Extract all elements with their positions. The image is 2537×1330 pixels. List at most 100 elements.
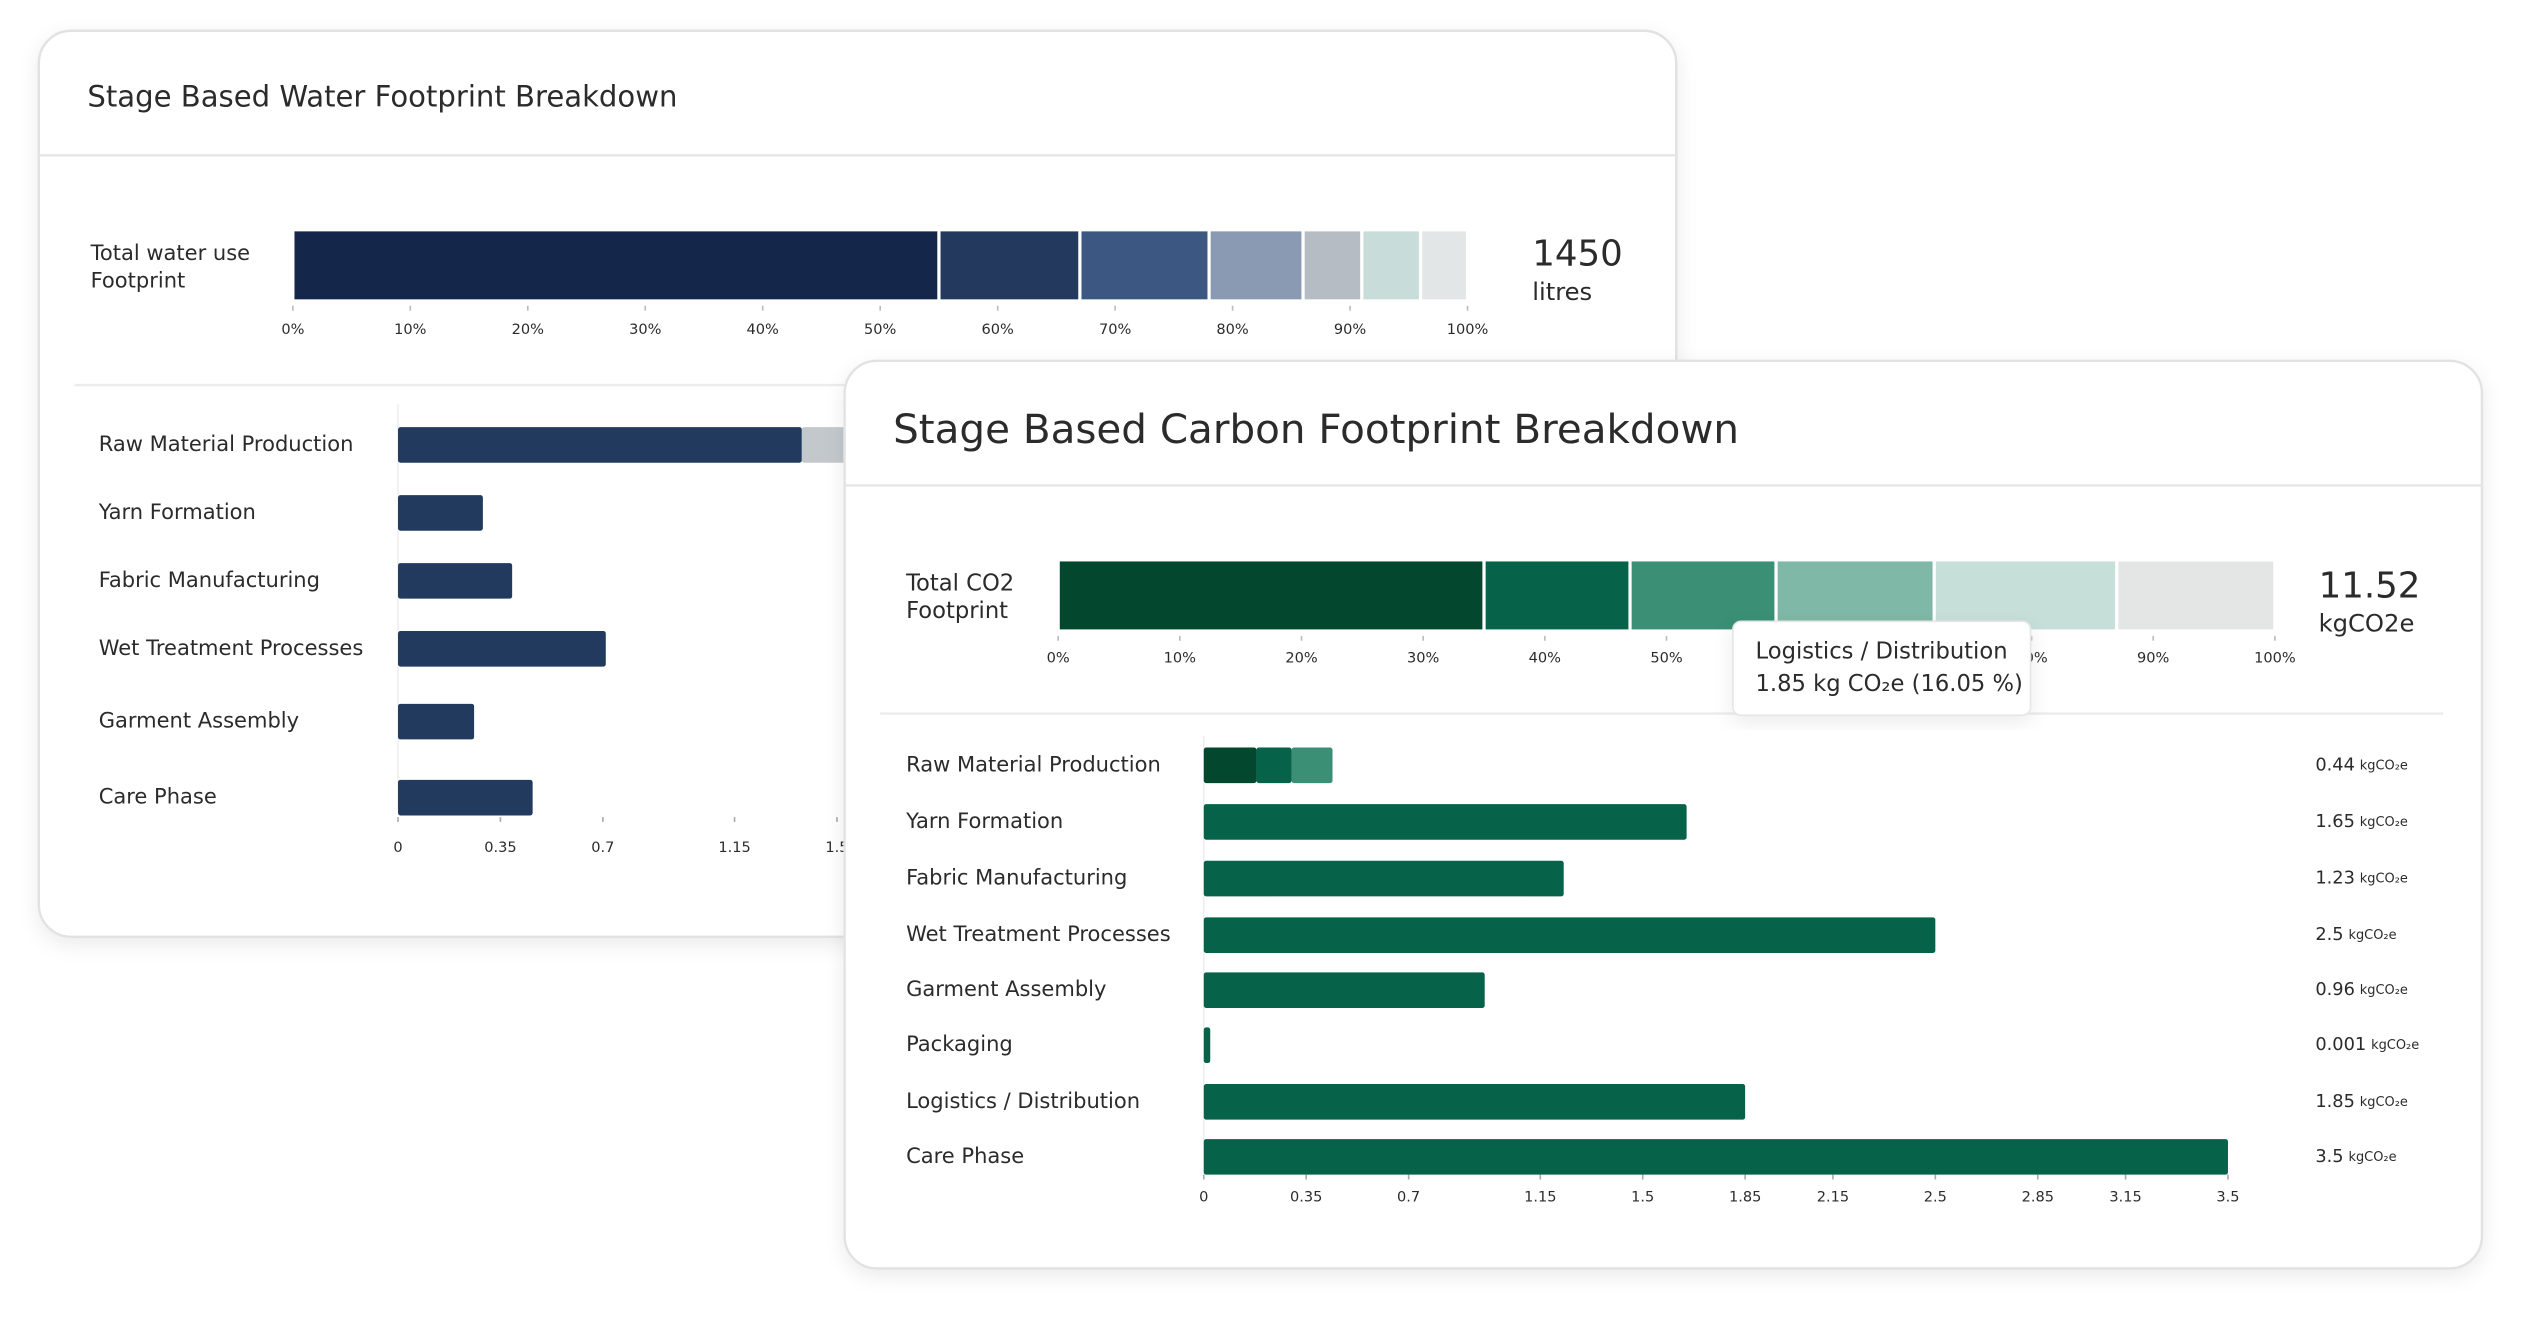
share-segment <box>1210 231 1302 300</box>
share-tick-label: 30% <box>629 321 662 338</box>
x-tick-label: 3.15 <box>2109 1188 2141 1205</box>
share-tick-label: 40% <box>747 321 780 338</box>
value-label: 2.5 kgCO₂e <box>2315 924 2396 945</box>
total-label: Footprint <box>91 268 186 293</box>
value-number: 1.23 <box>2315 868 2355 889</box>
total-value: 11.52 <box>2319 565 2421 606</box>
share-segment <box>1777 561 1933 630</box>
category-label: Raw Material Production <box>99 431 354 456</box>
value-number: 1.85 <box>2315 1091 2355 1112</box>
category-label: Yarn Formation <box>905 808 1063 833</box>
x-tick-label: 0.7 <box>591 839 614 856</box>
total-value: 1450 <box>1532 234 1623 275</box>
bar <box>1203 1084 1746 1120</box>
share-tick-label: 80% <box>1216 321 1249 338</box>
category-label: Care Phase <box>99 784 217 809</box>
category-label: Logistics / Distribution <box>906 1088 1140 1113</box>
share-tick-label: 70% <box>1099 321 1132 338</box>
share-tick-label: 0% <box>281 321 304 338</box>
bar <box>1291 747 1333 784</box>
share-tick-label: 30% <box>1407 650 1440 667</box>
bar <box>398 779 533 816</box>
value-label: 0.96 kgCO₂e <box>2315 979 2408 1000</box>
value-number: 3.5 <box>2315 1146 2343 1167</box>
value-number: 2.5 <box>2315 924 2343 945</box>
bar <box>1203 917 1936 954</box>
category-label: Yarn Formation <box>98 499 256 524</box>
share-tick-label: 10% <box>394 321 427 338</box>
value-label: 1.23 kgCO₂e <box>2315 868 2408 889</box>
share-tick-label: 50% <box>1650 650 1683 667</box>
x-tick-label: 1.5 <box>1631 1188 1654 1205</box>
x-tick-label: 0.35 <box>484 839 516 856</box>
category-label: Garment Assembly <box>906 976 1106 1001</box>
share-tick-label: 20% <box>512 321 545 338</box>
value-number: 0.44 <box>2315 754 2355 775</box>
share-segment <box>1485 561 1629 630</box>
x-tick-label: 1.15 <box>718 839 750 856</box>
share-tick-label: 60% <box>981 321 1014 338</box>
card-title: Stage Based Water Footprint Breakdown <box>87 80 677 114</box>
x-tick-label: 1.15 <box>1524 1188 1556 1205</box>
bar <box>1203 972 1485 1009</box>
bar <box>801 427 846 463</box>
category-label: Wet Treatment Processes <box>99 635 364 660</box>
share-segment <box>1631 561 1775 630</box>
tooltip-text: 1.85 kg CO₂e (16.05 %) <box>1756 671 2023 697</box>
bar <box>1203 1027 1211 1064</box>
x-tick-label: 2.85 <box>2022 1188 2054 1205</box>
share-tick-label: 10% <box>1164 650 1197 667</box>
share-segment <box>1935 561 2116 630</box>
category-label: Garment Assembly <box>99 708 299 733</box>
tooltip-title: Logistics / Distribution <box>1756 639 2008 665</box>
x-tick-label: 0.35 <box>1290 1188 1322 1205</box>
bar <box>398 563 513 599</box>
value-unit: kgCO₂e <box>2360 871 2408 886</box>
card: Stage Based Carbon Footprint Breakdown To… <box>843 359 2484 1270</box>
bar <box>1203 747 1257 784</box>
bar <box>1203 1139 2228 1175</box>
bar <box>398 703 475 740</box>
category-label: Care Phase <box>906 1143 1024 1168</box>
total-unit: kgCO2e <box>2319 609 2415 638</box>
value-unit: kgCO₂e <box>2360 983 2408 998</box>
category-label: Fabric Manufacturing <box>906 865 1127 890</box>
value-unit: kgCO₂e <box>2371 1038 2419 1053</box>
x-tick-label: 0.7 <box>1397 1188 1420 1205</box>
value-number: 1.65 <box>2315 811 2355 832</box>
x-tick-label: 0 <box>393 839 402 856</box>
value-label: 1.65 kgCO₂e <box>2315 811 2408 832</box>
value-number: 0.96 <box>2315 979 2355 1000</box>
value-unit: kgCO₂e <box>2360 814 2408 829</box>
share-segment <box>1059 561 1483 630</box>
x-tick-label: 2.15 <box>1817 1188 1849 1205</box>
bar <box>1256 747 1292 784</box>
x-tick-label: 1.5 <box>825 839 848 856</box>
share-segment <box>1304 231 1361 300</box>
share-tick-label: 50% <box>864 321 897 338</box>
x-tick-label: 3.5 <box>2216 1188 2239 1205</box>
x-tick-label: 1.85 <box>1729 1188 1761 1205</box>
share-tick-label: 100% <box>1447 321 1489 338</box>
value-label: 0.001 kgCO₂e <box>2315 1034 2419 1055</box>
bar <box>398 631 606 667</box>
category-label: Raw Material Production <box>906 751 1161 776</box>
total-label: Total water use <box>90 240 251 265</box>
share-tick-label: 90% <box>2137 650 2170 667</box>
bar <box>1203 860 1564 897</box>
category-label: Fabric Manufacturing <box>99 567 320 592</box>
share-tick-label: 90% <box>1334 321 1367 338</box>
category-label: Packaging <box>906 1031 1013 1056</box>
share-tick-label: 20% <box>1285 650 1318 667</box>
share-tick-label: 40% <box>1529 650 1562 667</box>
value-unit: kgCO₂e <box>2348 928 2396 943</box>
value-unit: kgCO₂e <box>2360 758 2408 773</box>
share-tick-label: 0% <box>1047 650 1070 667</box>
value-label: 0.44 kgCO₂e <box>2315 754 2408 775</box>
x-tick-label: 0 <box>1199 1188 1208 1205</box>
value-unit: kgCO₂e <box>2348 1149 2396 1164</box>
tooltip-box <box>1732 620 2032 716</box>
bar <box>1203 804 1687 840</box>
total-unit: litres <box>1532 277 1592 306</box>
share-tick-label: 100% <box>2254 650 2296 667</box>
